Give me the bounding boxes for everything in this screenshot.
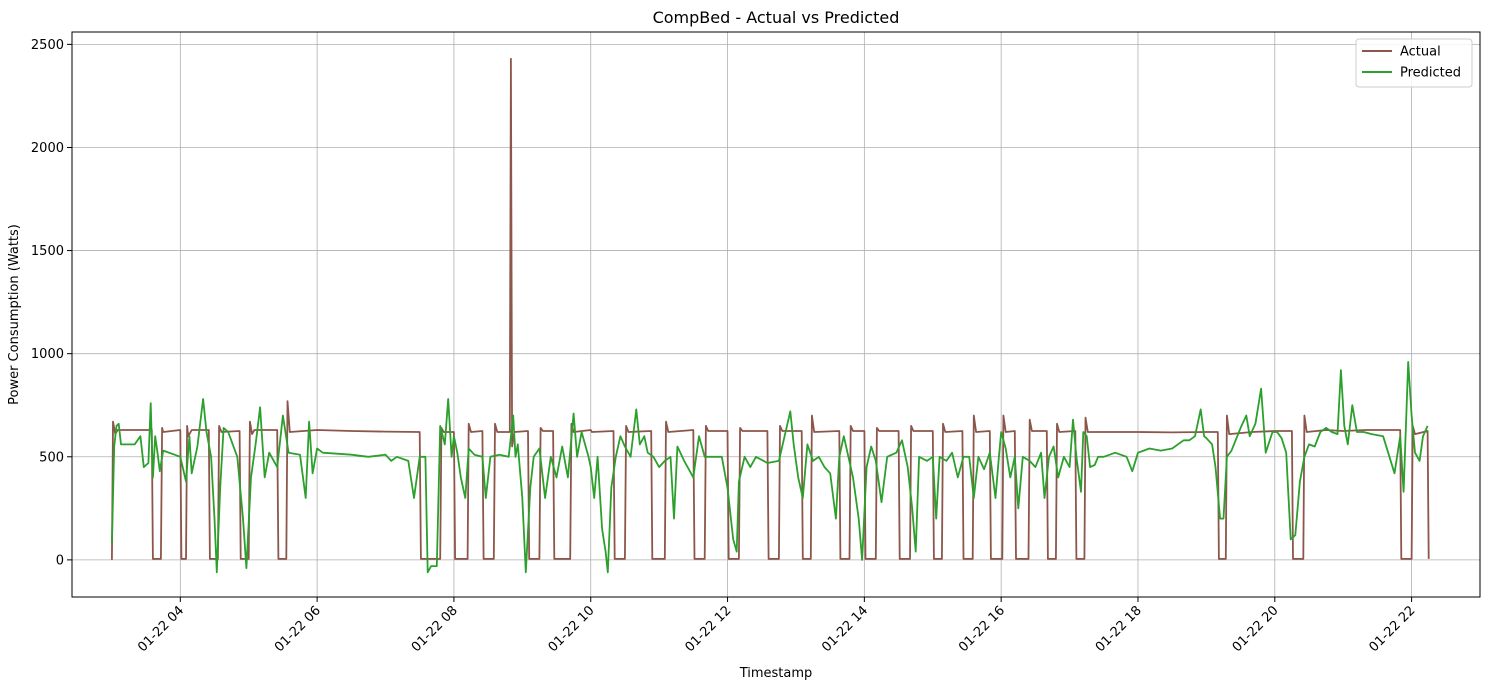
y-tick-label: 500 <box>39 450 64 465</box>
series-line-predicted <box>111 361 1429 574</box>
x-axis-title: Timestamp <box>739 666 813 681</box>
x-tick-label: 01-22 16 <box>956 603 1008 655</box>
series-line-actual <box>111 57 1430 560</box>
x-axis: 01-22 04 01-22 06 01-22 08 01-22 10 01-22 12… <box>135 597 1418 655</box>
x-tick-label: 01-22 12 <box>682 603 734 655</box>
y-tick-label: 1500 <box>31 244 64 259</box>
x-tick-label: 01-22 08 <box>409 603 461 655</box>
legend-label-actual: Actual <box>1400 45 1441 60</box>
y-axis: 0 500 1000 1500 2000 2500 <box>31 38 72 568</box>
legend: Actual Predicted <box>1355 38 1473 88</box>
x-tick-label: 01-22 06 <box>272 603 324 655</box>
x-tick-label: 01-22 22 <box>1366 603 1418 655</box>
y-axis-title: Power Consumption (Watts) <box>7 224 22 405</box>
x-tick-label: 01-22 18 <box>1093 603 1145 655</box>
y-tick-label: 0 <box>56 553 64 568</box>
x-tick-label: 01-22 10 <box>546 603 598 655</box>
series-layer <box>111 57 1430 574</box>
plot-frame <box>71 31 1481 598</box>
x-tick-label: 01-22 14 <box>819 603 871 655</box>
y-tick-label: 2000 <box>31 141 64 156</box>
legend-label-predicted: Predicted <box>1400 66 1461 81</box>
chart-title: CompBed - Actual vs Predicted <box>653 8 900 27</box>
x-tick-label: 01-22 04 <box>135 603 187 655</box>
y-tick-label: 1000 <box>31 347 64 362</box>
x-tick-label: 01-22 20 <box>1230 603 1282 655</box>
y-tick-label: 2500 <box>31 38 64 53</box>
grid <box>72 32 1480 597</box>
